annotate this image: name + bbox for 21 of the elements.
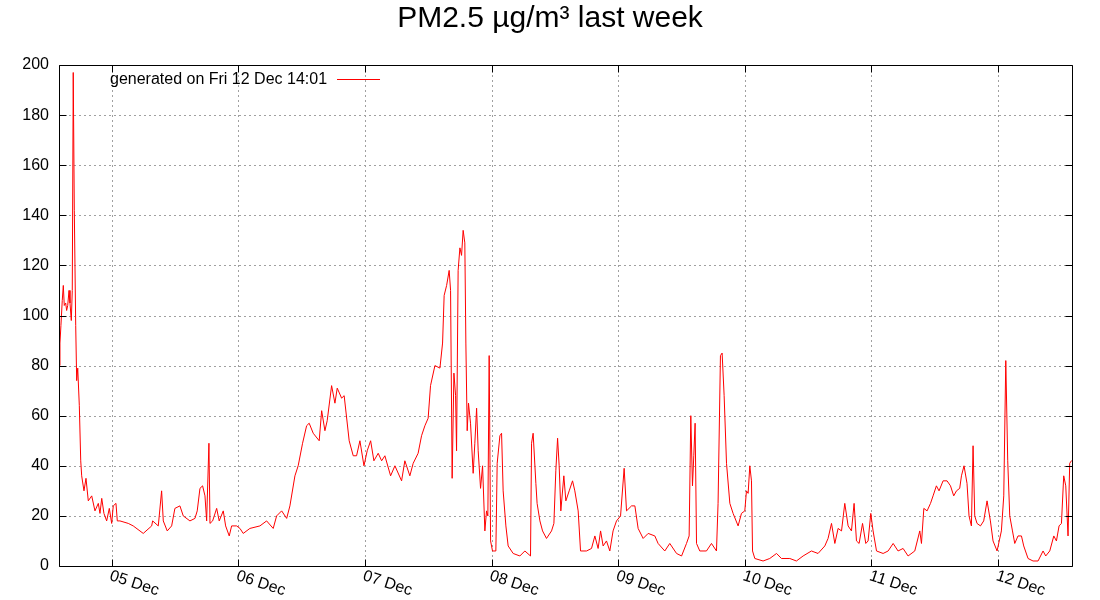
x-tick-label: 08 Dec bbox=[487, 566, 542, 599]
x-tick-label: 05 Dec bbox=[107, 566, 162, 599]
x-tick-label: 07 Dec bbox=[361, 566, 415, 599]
y-tick-label: 120 bbox=[22, 255, 50, 273]
x-tick-label: 12 Dec bbox=[994, 566, 1048, 599]
y-tick-label: 100 bbox=[22, 305, 50, 323]
text: generated on Fri 12 Dec 14:01 bbox=[110, 70, 328, 87]
y-tick-label: 0 bbox=[40, 556, 50, 574]
y-tick-label: 60 bbox=[31, 406, 50, 424]
y-tick-label: 80 bbox=[31, 356, 50, 374]
y-tick-label: 140 bbox=[22, 205, 50, 223]
y-tick-label: 160 bbox=[22, 155, 50, 173]
y-tick-label: 200 bbox=[22, 55, 50, 73]
x-tick-label: 09 Dec bbox=[614, 566, 668, 599]
y-tick-label: 40 bbox=[31, 456, 50, 474]
x-tick-label: 10 Dec bbox=[741, 566, 795, 599]
y-tick-label: 20 bbox=[31, 506, 50, 524]
x-tick-label: 06 Dec bbox=[234, 566, 289, 599]
y-tick-label: 180 bbox=[22, 105, 50, 123]
x-tick-label: 11 Dec bbox=[867, 566, 921, 598]
chart-title: PM2.5 µg/m³ last week bbox=[397, 0, 704, 33]
